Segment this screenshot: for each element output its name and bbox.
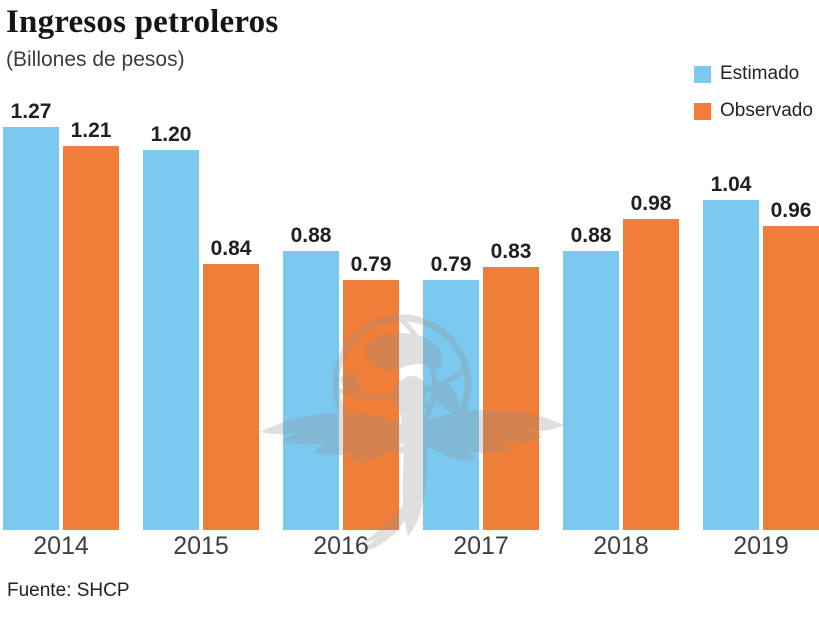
bar-value-label-observado-2018: 0.98 (630, 192, 672, 215)
legend-item-estimado: Estimado (694, 63, 813, 85)
bar-value-label-estimado-2016: 0.88 (290, 224, 332, 247)
x-axis-label-2017: 2017 (453, 532, 509, 560)
legend-item-observado: Observado (694, 100, 813, 122)
bar-value-label-estimado-2017: 0.79 (430, 253, 472, 276)
legend-label: Observado (720, 100, 813, 121)
page-subtitle: (Billones de pesos) (6, 48, 185, 71)
bar-value-label-observado-2017: 0.83 (490, 240, 532, 263)
bar-estimado-2017 (423, 280, 479, 530)
bar-value-label-estimado-2019: 1.04 (710, 173, 752, 196)
bar-observado-2019 (763, 226, 819, 530)
bar-observado-2015 (203, 264, 259, 530)
bar-observado-2018 (623, 219, 679, 530)
bar-estimado-2016 (283, 251, 339, 530)
source-note: Fuente: SHCP (7, 580, 130, 601)
bar-value-label-observado-2019: 0.96 (770, 199, 812, 222)
legend-swatch-observado (694, 102, 711, 120)
chart-legend: Estimado Observado (694, 63, 813, 122)
bar-observado-2016 (343, 280, 399, 530)
page-title: Ingresos petroleros (6, 4, 279, 40)
bar-estimado-2014 (3, 127, 59, 530)
bar-observado-2017 (483, 267, 539, 530)
bar-value-label-observado-2015: 0.84 (210, 237, 252, 260)
bar-estimado-2019 (703, 200, 759, 530)
legend-swatch-estimado (694, 65, 711, 83)
bar-value-label-estimado-2018: 0.88 (570, 224, 612, 247)
bar-value-label-estimado-2015: 1.20 (150, 123, 192, 146)
bar-value-label-estimado-2014: 1.27 (10, 100, 52, 123)
legend-label: Estimado (720, 63, 800, 84)
x-axis-label-2019: 2019 (733, 532, 789, 560)
bar-value-label-observado-2016: 0.79 (350, 253, 392, 276)
bar-estimado-2015 (143, 150, 199, 530)
x-axis-label-2014: 2014 (33, 532, 89, 560)
bar-estimado-2018 (563, 251, 619, 530)
x-axis-label-2018: 2018 (593, 532, 649, 560)
bar-value-label-observado-2014: 1.21 (70, 119, 112, 142)
bar-observado-2014 (63, 146, 119, 530)
x-axis-label-2015: 2015 (173, 532, 229, 560)
x-axis-label-2016: 2016 (313, 532, 369, 560)
